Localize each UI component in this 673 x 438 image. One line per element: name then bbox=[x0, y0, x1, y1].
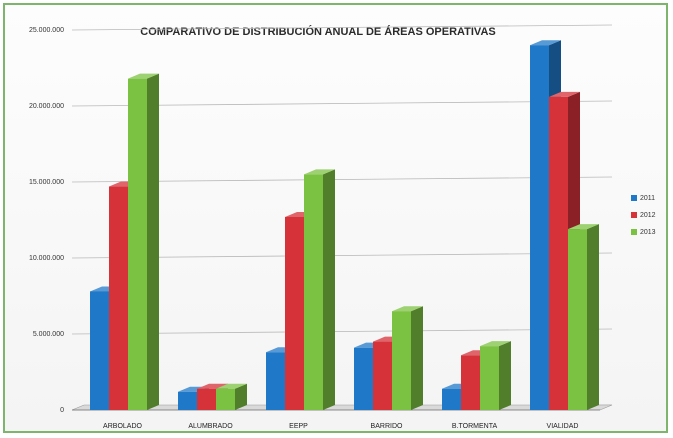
bar-alumbrado-2013 bbox=[216, 383, 247, 410]
x-tick-label: B.TORMENTA bbox=[452, 423, 498, 430]
x-axis: ARBOLADO ALUMBRADO EEPP BARRIDO B.TORMENTA VI… bbox=[103, 423, 578, 430]
legend-item-2012: 2012 bbox=[631, 212, 656, 219]
y-tick-label: 0 bbox=[60, 407, 64, 414]
x-tick-label: ARBOLADO bbox=[103, 423, 142, 430]
bars bbox=[90, 40, 599, 410]
y-axis: 0 5.000.000 10.000.000 15.000.000 20.000.000… bbox=[29, 27, 64, 414]
bar-vialidad-2013 bbox=[568, 224, 599, 410]
legend-item-2013: 2013 bbox=[631, 229, 656, 236]
bar-eepp-2013 bbox=[304, 169, 335, 410]
legend-swatch bbox=[631, 229, 637, 235]
legend-label: 2011 bbox=[640, 195, 655, 202]
gridline bbox=[71, 100, 613, 107]
y-tick-label: 10.000.000 bbox=[29, 255, 64, 262]
y-tick-label: 5.000.000 bbox=[33, 331, 64, 338]
legend-label: 2013 bbox=[640, 229, 656, 236]
y-tick-label: 25.000.000 bbox=[29, 27, 64, 34]
bar-btormenta-2013 bbox=[480, 341, 511, 410]
gridline bbox=[71, 252, 613, 259]
legend-label: 2012 bbox=[640, 212, 656, 219]
legend-swatch bbox=[631, 195, 637, 201]
gridline bbox=[71, 24, 613, 31]
x-tick-label: VIALIDAD bbox=[547, 423, 579, 430]
legend: 2011 2012 2013 bbox=[631, 195, 656, 236]
bar-arbolado-2013 bbox=[128, 73, 159, 410]
y-tick-label: 15.000.000 bbox=[29, 179, 64, 186]
legend-item-2011: 2011 bbox=[631, 195, 655, 202]
gridline bbox=[71, 176, 613, 183]
gridline bbox=[71, 328, 613, 335]
x-tick-label: BARRIDO bbox=[371, 423, 403, 430]
x-tick-label: EEPP bbox=[289, 423, 308, 430]
y-tick-label: 20.000.000 bbox=[29, 103, 64, 110]
x-tick-label: ALUMBRADO bbox=[188, 423, 233, 430]
bar-barrido-2013 bbox=[392, 306, 423, 410]
legend-swatch bbox=[631, 212, 637, 218]
